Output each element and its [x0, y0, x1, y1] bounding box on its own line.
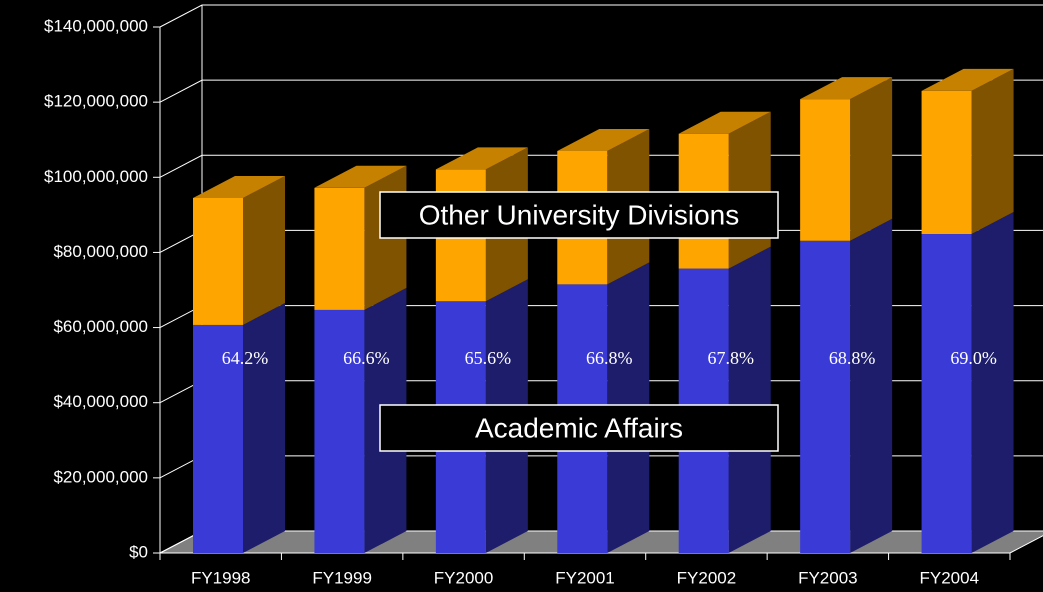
y-tick-label: $120,000,000	[44, 92, 148, 111]
bar-top	[193, 175, 285, 198]
bar-top	[800, 77, 893, 100]
bar-side	[728, 111, 771, 269]
legend-label: Other University Divisions	[419, 199, 740, 230]
share-label: 69.0%	[950, 348, 997, 368]
bar-side	[243, 175, 285, 325]
bar	[800, 99, 851, 241]
y-tick-label: $20,000,000	[53, 467, 148, 486]
share-label: 66.8%	[586, 348, 633, 368]
bar-side	[850, 218, 893, 553]
x-tick-label: FY2001	[555, 568, 615, 587]
y-tick-label: $100,000,000	[44, 167, 148, 186]
share-label: 67.8%	[707, 348, 754, 368]
x-tick-label: FY2000	[434, 568, 494, 587]
y-tick-label: $140,000,000	[44, 16, 148, 35]
bar-top	[314, 165, 407, 188]
legend-box	[379, 191, 779, 239]
bar	[314, 187, 365, 310]
bar-top	[557, 128, 650, 151]
share-label: 64.2%	[222, 348, 269, 368]
bar	[800, 240, 851, 553]
y-tick-label: $0	[129, 542, 148, 561]
bar-side	[971, 68, 1014, 235]
bar	[193, 197, 243, 325]
bar-side	[243, 302, 285, 553]
bar	[193, 324, 243, 553]
bar	[921, 90, 972, 235]
bar-side	[728, 246, 771, 553]
legend-box	[379, 404, 779, 452]
x-tick-label: FY2003	[798, 568, 858, 587]
x-tick-label: FY2002	[677, 568, 737, 587]
x-tick-label: FY2004	[920, 568, 980, 587]
bar-side	[850, 77, 893, 241]
bar-top	[435, 147, 528, 170]
x-tick-label: FY1999	[312, 568, 372, 587]
y-tick-label: $60,000,000	[53, 317, 148, 336]
legend-label: Academic Affairs	[475, 412, 683, 443]
share-label: 68.8%	[829, 348, 876, 368]
bar-side	[971, 212, 1014, 554]
grid-line	[159, 79, 1043, 103]
bar	[314, 309, 365, 553]
x-tick-label: FY1998	[191, 568, 251, 587]
share-label: 66.6%	[343, 348, 390, 368]
share-label: 65.6%	[465, 348, 512, 368]
bar-top	[921, 68, 1014, 91]
y-tick-label: $40,000,000	[53, 392, 148, 411]
y-tick-label: $80,000,000	[53, 242, 148, 261]
bar	[921, 234, 972, 554]
bar-top	[678, 111, 771, 134]
grid-line	[159, 4, 1043, 28]
